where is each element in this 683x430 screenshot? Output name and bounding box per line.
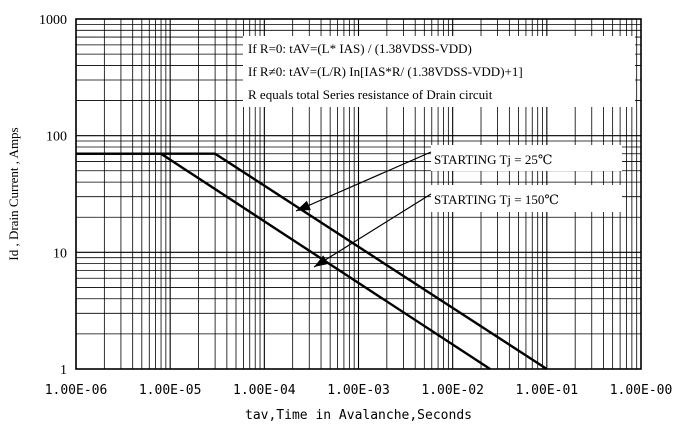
y-tick-label: 100 <box>46 130 67 145</box>
series-label-box-25c <box>431 145 622 171</box>
annotation-formula-r0: If R=0: tAV=(L* IAS) / (1.38VDSS-VDD) <box>248 41 472 56</box>
tick-labels: 1.00E-06 1.00E-05 1.00E-04 1.00E-03 1.00E-02… <box>39 13 672 398</box>
x-tick-label: 1.00E-05 <box>139 383 202 398</box>
arrow-layer <box>295 151 432 268</box>
annotation-box <box>243 36 635 107</box>
y-tick-label: 1 <box>60 363 67 378</box>
series-label-25c: STARTING Tj = 25℃ <box>434 152 552 167</box>
plot-frame <box>75 18 642 370</box>
x-tick-label: 1.00E-06 <box>45 383 108 398</box>
x-tick-label: 1.00E-04 <box>233 383 296 398</box>
arrow-25c-shaft <box>295 151 432 212</box>
y-tick-label: 1000 <box>39 13 67 28</box>
x-tick-label: 1.00E-02 <box>421 383 484 398</box>
arrow-150c-shaft <box>313 193 432 268</box>
annotation-r-note: R equals total Series resistance of Drai… <box>248 87 493 102</box>
series-label-150c: STARTING Tj = 150℃ <box>434 192 559 207</box>
arrow-25c-head <box>296 200 311 211</box>
y-tick-label: 10 <box>53 246 67 261</box>
y-axis-label: Id , Drain Current , Amps <box>6 127 21 260</box>
series-line-1 <box>76 152 491 371</box>
series-label-box-150c <box>431 185 622 212</box>
x-axis-label: tav,Time in Avalanche,Seconds <box>245 408 472 423</box>
series-layer <box>76 152 548 371</box>
x-tick-label: 1.00E-03 <box>327 383 390 398</box>
x-tick-label: 1.00E-00 <box>610 383 673 398</box>
annotation-backgrounds <box>243 36 635 212</box>
arrow-150c-head <box>314 255 329 267</box>
x-tick-label: 1.00E-01 <box>516 383 579 398</box>
annotation-formula-rne0: If R≠0: tAV=(L/R) In[IAS*R/ (1.38VDSS-VD… <box>248 64 523 79</box>
